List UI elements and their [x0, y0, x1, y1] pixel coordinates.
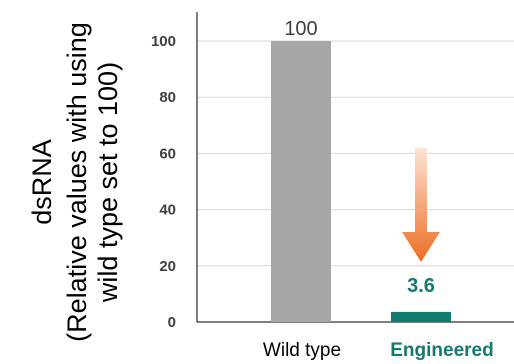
- y-tick-label-60: 60: [159, 145, 176, 162]
- y-axis-title-line-2: (Relative values with using: [62, 22, 92, 342]
- bar-engineered: [391, 311, 451, 322]
- x-category-label-wild-type: Wild type: [263, 340, 341, 361]
- gridlines: [197, 40, 514, 267]
- y-tick-label-0: 0: [168, 314, 176, 331]
- data-label-engineered: 3.6: [407, 275, 435, 297]
- data-labels: 100 3.6: [284, 18, 435, 297]
- y-axis-title-line-3: wild type set to 100): [93, 62, 123, 303]
- y-axis-title-line-1: dsRNA: [27, 139, 57, 225]
- y-tick-label-40: 40: [159, 202, 176, 219]
- data-label-wild-type: 100: [284, 18, 317, 40]
- y-tick-label-20: 20: [159, 258, 176, 275]
- bars: [271, 41, 451, 322]
- y-tick-label-100: 100: [151, 33, 176, 50]
- down-arrow-annotation: [402, 148, 440, 262]
- x-category-labels: Wild type Engineered: [263, 340, 494, 361]
- y-tick-label-80: 80: [159, 89, 176, 106]
- y-tick-labels: 0 20 40 60 80 100: [151, 33, 176, 331]
- y-axis-title: dsRNA (Relative values with using wild t…: [27, 22, 123, 342]
- x-category-label-engineered: Engineered: [390, 340, 493, 361]
- bar-wild-type: [271, 41, 331, 322]
